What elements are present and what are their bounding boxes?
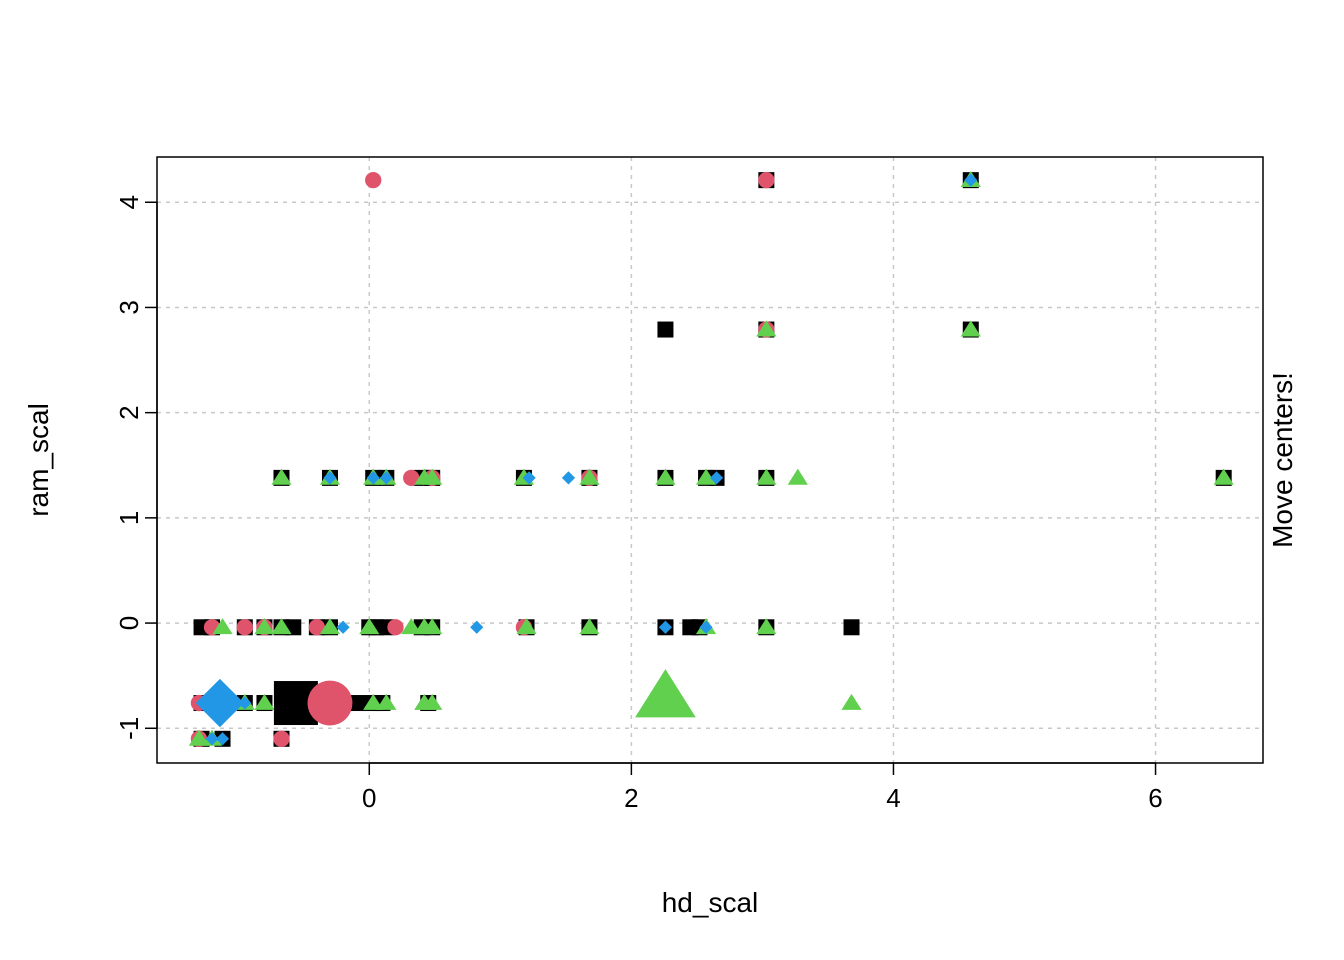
point-triangle (188, 729, 210, 746)
point-triangle (756, 618, 777, 635)
point-diamond (323, 471, 337, 485)
y-tick-label: 2 (114, 405, 144, 419)
point-diamond (215, 732, 230, 746)
point-triangle (516, 618, 537, 635)
point-triangle (212, 618, 233, 635)
point-diamond (658, 620, 673, 634)
y-tick-label: 0 (114, 616, 144, 630)
point-circle (387, 619, 404, 636)
point-triangle (655, 468, 676, 485)
point-square (350, 695, 367, 712)
point-circle (236, 619, 253, 636)
grid (157, 157, 1263, 763)
point-triangle (1213, 468, 1234, 485)
side-text: Move centers! (1267, 372, 1298, 548)
point-circle (308, 619, 326, 636)
point-diamond (366, 471, 380, 485)
y-tick-label: 1 (114, 511, 144, 525)
x-tick-label: 4 (886, 783, 900, 813)
point-circle (403, 469, 420, 487)
point-diamond (336, 620, 350, 634)
point-diamond (964, 173, 978, 187)
point-triangle (422, 618, 443, 635)
point-triangle (579, 468, 600, 485)
y-tick-label: 4 (114, 195, 144, 209)
point-triangle (271, 468, 292, 485)
point-diamond (561, 471, 576, 485)
point-triangle (695, 468, 717, 485)
point-circle (273, 730, 290, 747)
point-diamond (709, 471, 724, 485)
y-tick-label: -1 (114, 717, 144, 740)
x-tick-label: 6 (1148, 783, 1162, 813)
point-diamond (379, 471, 393, 485)
point-diamond (238, 696, 252, 710)
center-circle (307, 680, 353, 726)
point-triangle (319, 618, 341, 635)
point-triangle (841, 693, 862, 710)
point-triangle (254, 618, 275, 635)
x-axis-label: hd_scal (662, 887, 759, 918)
point-triangle (422, 693, 443, 710)
point-triangle (756, 468, 777, 485)
point-triangle (756, 320, 777, 337)
point-diamond (205, 732, 219, 746)
point-circle (365, 171, 382, 189)
point-triangle (422, 468, 443, 485)
point-diamond (522, 471, 536, 485)
cluster-centers (195, 669, 696, 728)
point-triangle (579, 618, 600, 635)
plot-area-frame (156, 156, 1264, 764)
point-triangle (271, 618, 292, 635)
y-axis: -1 0 1 2 3 4 (114, 195, 158, 740)
center-triangle (635, 669, 696, 718)
y-tick-label: 3 (114, 300, 144, 314)
point-diamond (699, 620, 713, 634)
point-square (843, 619, 860, 636)
point-diamond (470, 620, 484, 634)
center-diamond (195, 678, 245, 728)
y-axis-label: ram_scal (23, 403, 54, 517)
point-triangle (401, 618, 422, 635)
point-triangle (363, 693, 384, 710)
point-triangle (376, 693, 397, 710)
point-triangle (960, 320, 981, 337)
point-circle (758, 171, 775, 189)
data-points (188, 170, 1234, 747)
point-triangle (359, 618, 380, 635)
x-tick-label: 0 (362, 783, 376, 813)
x-axis: 0 2 4 6 (362, 762, 1163, 813)
point-triangle (787, 468, 808, 485)
point-triangle (254, 693, 275, 710)
point-square (657, 321, 674, 338)
x-tick-label: 2 (624, 783, 638, 813)
